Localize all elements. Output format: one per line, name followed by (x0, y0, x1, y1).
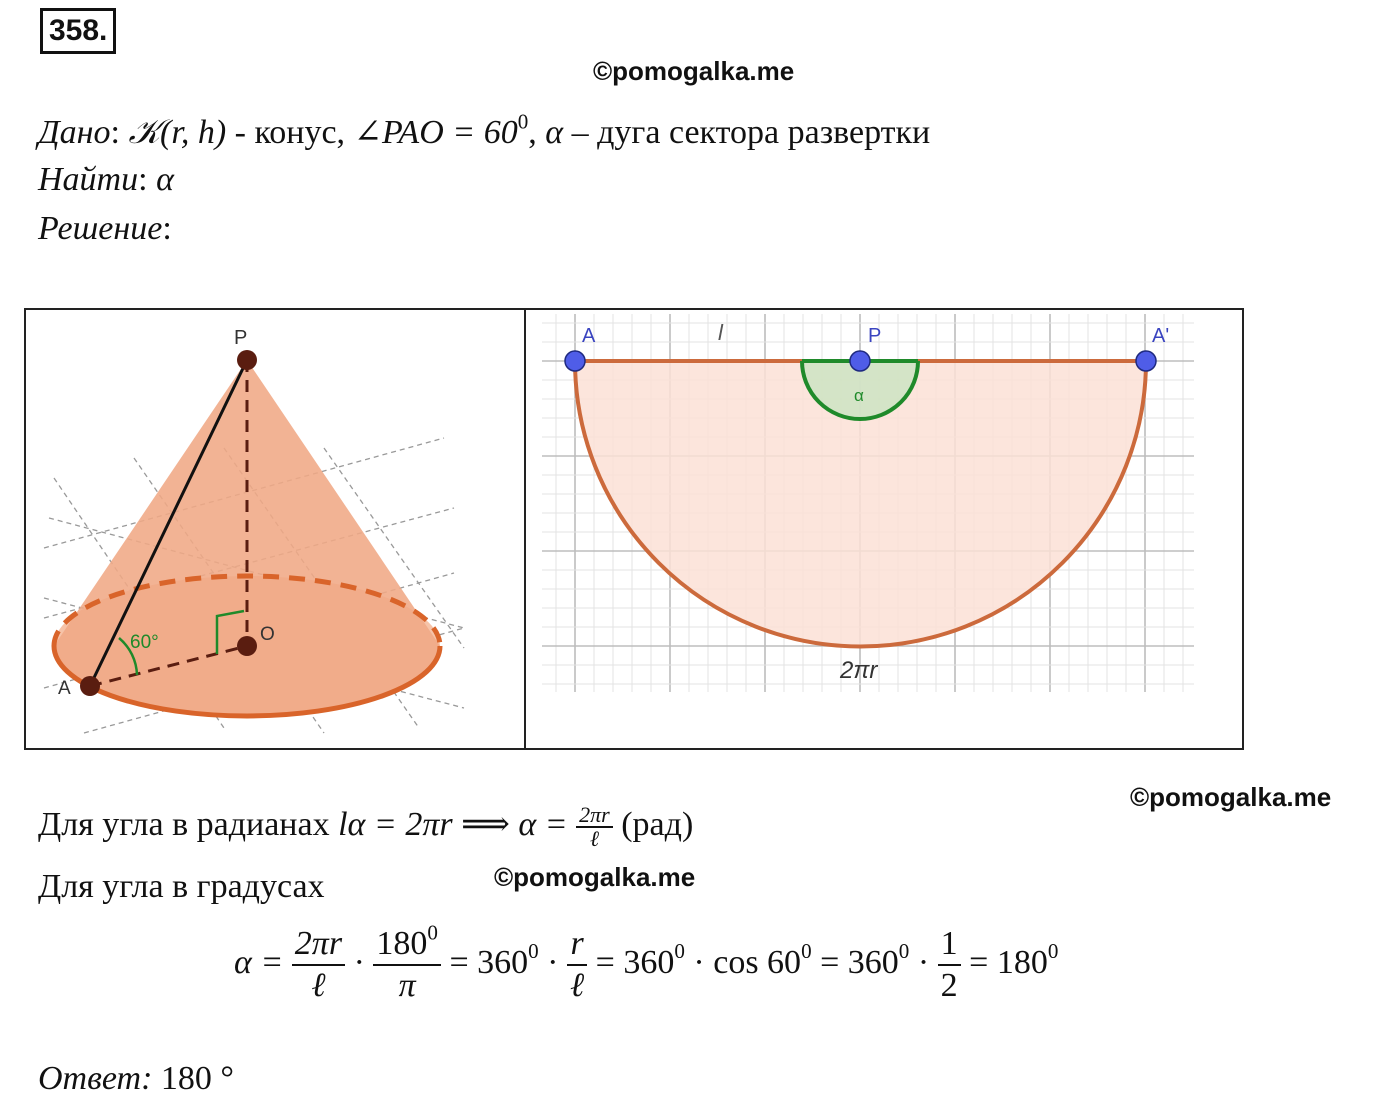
label-2pir: 2πr (839, 657, 878, 684)
given-text2: – дуга сектора развертки (563, 114, 931, 151)
formula-sup5: 0 (1047, 939, 1059, 964)
find-value: α (156, 161, 174, 198)
label-a: A (58, 678, 71, 699)
f2-num: 1800 (373, 922, 441, 966)
f3-den: ℓ (570, 967, 585, 1004)
label-p: P (234, 327, 247, 349)
label-alpha: α (854, 386, 864, 405)
formula-eq3: = 360 (811, 943, 899, 981)
sector-arc (573, 360, 1148, 649)
label-p-center: P (868, 325, 881, 347)
point-a-right (1135, 350, 1157, 372)
radians-num: 2πr (576, 804, 613, 829)
point-a (80, 676, 100, 696)
sector-figure: A l P A' α 2πr (542, 314, 1194, 692)
formula-dot3: · (909, 943, 938, 981)
label-l: l (718, 320, 724, 345)
radians-fraction: 2πr ℓ (576, 804, 613, 850)
solution-line: Решение: (38, 210, 172, 247)
find-line: Найти: α (38, 161, 174, 198)
f3-num: r (567, 924, 588, 966)
formula-sup3: 0 (801, 939, 812, 964)
point-a-left (564, 350, 586, 372)
problem-number: 358. (40, 8, 117, 54)
point-p (237, 350, 257, 370)
cone-slant (88, 359, 249, 687)
formula-lhs: α = (234, 943, 292, 981)
point-p-center (849, 350, 871, 372)
formula-sup1: 0 (528, 939, 539, 964)
cone-surface (54, 360, 440, 716)
f1-num: 2πr (291, 924, 346, 966)
formula-eq4: = 180 (960, 943, 1048, 981)
f1-den: ℓ (311, 967, 326, 1004)
watermark-right: ©pomogalka.me (1130, 782, 1332, 812)
formula-frac2: 1800 π (373, 922, 441, 1006)
radians-den: ℓ (589, 826, 600, 852)
angle-60-arc (118, 637, 139, 676)
sector-fill (575, 361, 1146, 647)
given-alpha: α (545, 114, 564, 151)
figures-panel: P O A 60° A l P A' α 2πr (24, 308, 1244, 750)
given-angle-degree: 0 (517, 109, 529, 134)
find-label: Найти (38, 161, 139, 198)
given-line: Дано: 𝒦(r, h) - конус, ∠PAO = 600, α – д… (38, 109, 931, 151)
given-cone: 𝒦(r, h) (128, 114, 227, 151)
given-text1: - конус, (226, 114, 354, 151)
point-o (237, 636, 257, 656)
label-a-right: A' (1152, 325, 1169, 347)
label-a-left: A (582, 325, 596, 347)
formula-frac1: 2πr ℓ (291, 924, 346, 1006)
formula-sup2: 0 (674, 939, 685, 964)
alpha-sector-fill (802, 361, 918, 419)
formula-eq2: = 360 (587, 943, 675, 981)
formula-sup4: 0 (898, 939, 910, 964)
answer-line: Ответ: 180 ° (38, 1060, 234, 1098)
radians-unit: (рад) (612, 806, 694, 843)
label-o: O (260, 624, 275, 645)
cone-base-front-edge (51, 645, 443, 719)
watermark-top: ©pomogalka.me (593, 56, 795, 86)
answer-label: Ответ: (38, 1060, 153, 1097)
watermark-middle: ©pomogalka.me (494, 862, 696, 892)
formula-eq1: = 360 (440, 943, 529, 981)
cone-figure: P O A 60° (43, 327, 465, 734)
given-angle: ∠PAO = 60 (353, 114, 518, 151)
f4-num: 1 (937, 924, 961, 966)
radians-line: Для угла в радианах lα = 2πr ⟹ α = 2πr ℓ … (38, 804, 693, 850)
formula-dot2: · (538, 943, 567, 981)
alpha-arc (800, 360, 920, 421)
degrees-line: Для угла в градусах (38, 868, 325, 905)
radians-text: Для угла в радианах (38, 806, 339, 843)
right-angle-mark (215, 609, 245, 654)
label-angle-60: 60° (130, 632, 159, 653)
answer-value: 180 ° (152, 1060, 234, 1097)
cone-radius (89, 644, 248, 688)
formula-dot1: · (345, 943, 374, 981)
f4-den: 2 (940, 967, 958, 1004)
radians-eq: lα = 2πr ⟹ α = (338, 806, 577, 843)
f2-den: π (398, 967, 416, 1004)
cone-base-back-edge (51, 573, 443, 647)
formula-cos: · cos 60 (684, 943, 802, 981)
given-label: Дано (38, 114, 111, 151)
solution-label: Решение (38, 210, 163, 247)
